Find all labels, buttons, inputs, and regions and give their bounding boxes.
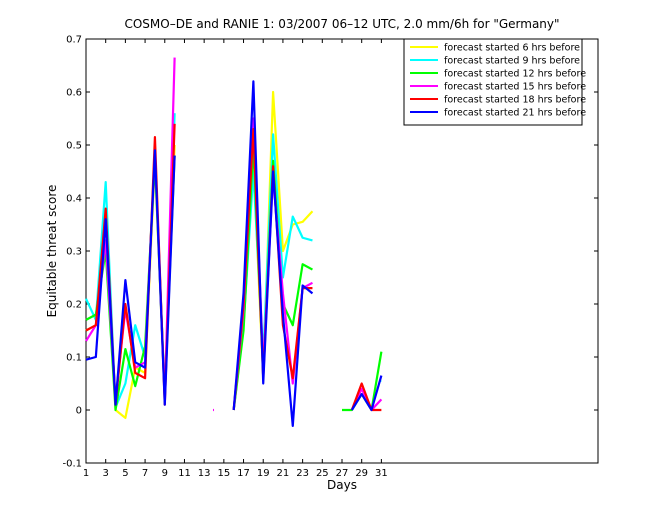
y-tick-label: 0.4 bbox=[66, 194, 82, 205]
legend-entry: forecast started 6 hrs before bbox=[444, 43, 580, 54]
x-tick-label: 17 bbox=[237, 468, 250, 479]
y-tick-label: -0.1 bbox=[62, 459, 82, 470]
legend-entry: forecast started 21 hrs before bbox=[444, 108, 586, 119]
x-tick-label: 31 bbox=[375, 468, 388, 479]
x-tick-label: 15 bbox=[217, 468, 230, 479]
y-tick-label: 0 bbox=[76, 406, 82, 417]
x-tick-label: 25 bbox=[316, 468, 329, 479]
series-group bbox=[85, 57, 383, 427]
series-line bbox=[232, 143, 313, 411]
y-tick-label: 0.1 bbox=[66, 353, 82, 364]
y-axis-label: Equitable threat score bbox=[45, 185, 59, 318]
axis-ticks: 1 3 5 7 9 11 13 15 17 19 21 23 25 27 29 31-0.100.10.20.… bbox=[62, 35, 598, 479]
x-tick-label: 13 bbox=[198, 468, 211, 479]
x-tick-label: 29 bbox=[355, 468, 368, 479]
x-tick-label: 5 bbox=[122, 468, 128, 479]
x-tick-label: 11 bbox=[178, 468, 191, 479]
legend-entry: forecast started 9 hrs before bbox=[444, 56, 580, 67]
legend-entry: forecast started 18 hrs before bbox=[444, 95, 586, 106]
legend: forecast started 6 hrs before forecast st… bbox=[403, 38, 586, 126]
legend-entry: forecast started 12 hrs before bbox=[444, 69, 586, 80]
series-line bbox=[85, 149, 176, 406]
x-tick-label: 9 bbox=[162, 468, 168, 479]
y-tick-label: 0.2 bbox=[66, 300, 82, 311]
legend-entry: forecast started 15 hrs before bbox=[444, 82, 586, 93]
y-tick-label: 0.5 bbox=[66, 141, 82, 152]
x-tick-label: 27 bbox=[336, 468, 349, 479]
x-axis-label: Days bbox=[327, 478, 357, 492]
chart-title: COSMO–DE and RANIE 1: 03/2007 06–12 UTC,… bbox=[124, 17, 559, 31]
y-tick-label: 0.3 bbox=[66, 247, 82, 258]
x-tick-label: 21 bbox=[277, 468, 290, 479]
x-tick-label: 23 bbox=[296, 468, 309, 479]
y-tick-label: 0.6 bbox=[66, 88, 82, 99]
y-tick-label: 0.7 bbox=[66, 35, 82, 46]
x-tick-label: 3 bbox=[103, 468, 109, 479]
x-tick-label: 7 bbox=[142, 468, 148, 479]
x-tick-label: 19 bbox=[257, 468, 270, 479]
x-tick-label: 1 bbox=[83, 468, 89, 479]
series-line bbox=[350, 382, 382, 412]
legend-box bbox=[403, 38, 583, 126]
series-6 bbox=[85, 80, 383, 427]
series-line bbox=[350, 375, 383, 412]
series-line bbox=[232, 80, 314, 427]
